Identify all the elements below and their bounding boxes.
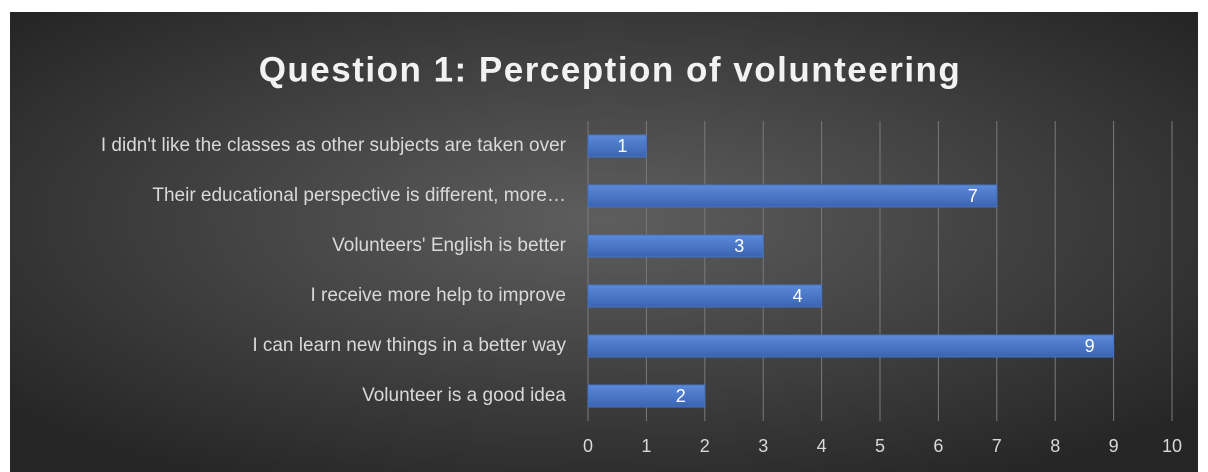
y-tick-label: Volunteers' English is better [332,235,567,256]
x-tick-label: 5 [875,436,885,456]
y-tick-label: I didn't like the classes as other subje… [101,135,567,156]
x-tick-label: 2 [700,436,710,456]
y-tick-label: I can learn new things in a better way [252,335,566,356]
value-label: 9 [1085,336,1095,356]
x-tick-label: 10 [1162,436,1182,456]
x-tick-label: 6 [933,436,943,456]
bar [587,234,764,258]
x-tick-label: 1 [641,436,651,456]
y-tick-label: Volunteer is a good idea [362,385,566,406]
value-label: 7 [968,186,978,206]
x-tick-label: 9 [1109,436,1119,456]
value-label: 3 [734,236,744,256]
bar [587,184,998,208]
value-label: 1 [617,136,627,156]
x-tick-label: 7 [992,436,1002,456]
y-tick-label: Their educational perspective is differe… [152,185,566,206]
x-tick-label: 0 [583,436,593,456]
value-label: 2 [676,386,686,406]
bar [587,334,1115,358]
bar [587,384,706,408]
bar [587,284,823,308]
y-tick-label: I receive more help to improve [310,285,566,306]
x-tick-label: 3 [758,436,768,456]
bar [587,134,647,158]
value-label: 4 [793,286,803,306]
x-tick-label: 4 [817,436,827,456]
chart-title: Question 1: Perception of volunteering [259,50,962,89]
x-tick-label: 8 [1050,436,1060,456]
